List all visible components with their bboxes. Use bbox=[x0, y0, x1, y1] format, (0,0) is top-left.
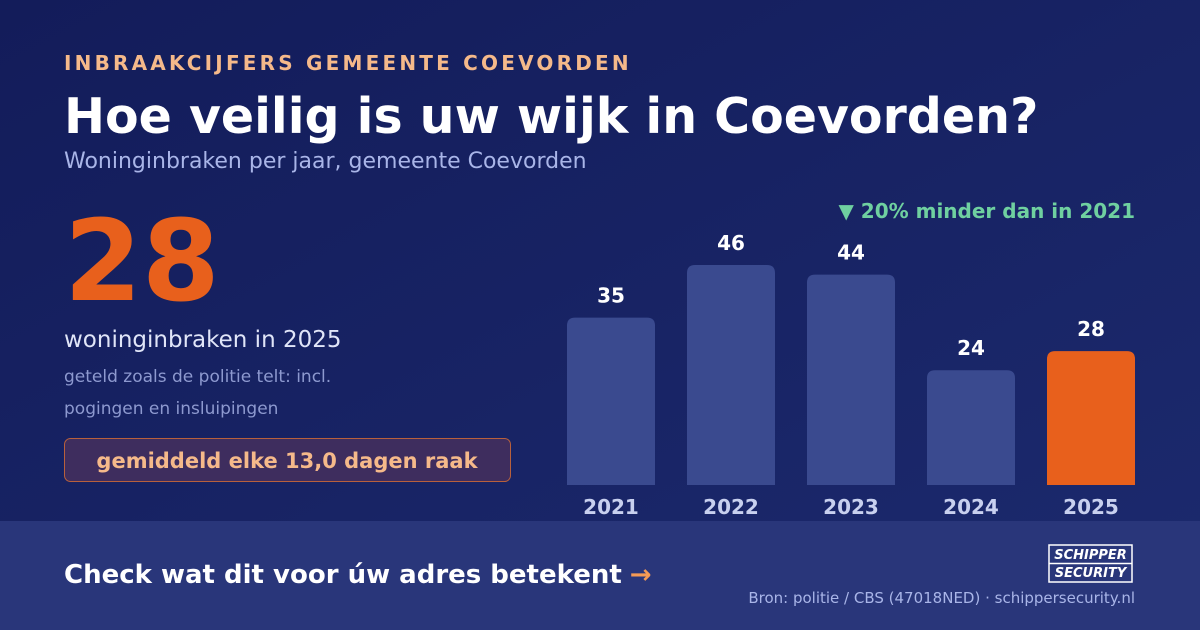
title: Hoe veilig is uw wijk in Coevorden? bbox=[64, 88, 1038, 145]
x-tick-label: 2023 bbox=[823, 495, 879, 519]
cta-arrow[interactable]: → bbox=[630, 560, 652, 590]
bar-chart: 35 2021 46 2022 44 2023 24 2024 28 2025 bbox=[567, 231, 1135, 519]
stat-label: woninginbraken in 2025 bbox=[64, 327, 342, 353]
stat-note: pogingen en insluipingen bbox=[64, 399, 278, 419]
stat-note: geteld zoals de politie telt: incl. bbox=[64, 367, 331, 387]
bar bbox=[567, 317, 655, 485]
x-tick-label: 2021 bbox=[583, 495, 639, 519]
x-tick-label: 2024 bbox=[943, 495, 999, 519]
annotation: ▼ 20% minder dan in 2021 bbox=[838, 199, 1135, 223]
stat-value: 28 bbox=[64, 197, 220, 327]
bar bbox=[807, 274, 895, 485]
badge: gemiddeld elke 13,0 dagen raak bbox=[96, 449, 478, 473]
subtitle: Woninginbraken per jaar, gemeente Coevor… bbox=[64, 149, 587, 174]
logo-text: SCHIPPER bbox=[1054, 548, 1127, 563]
badge-box bbox=[64, 438, 511, 482]
source: Bron: politie / CBS (47018NED) · schippe… bbox=[748, 589, 1135, 607]
bar bbox=[927, 370, 1015, 485]
footer-band bbox=[0, 521, 1200, 630]
cta-text[interactable]: Check wat dit voor úw adres betekent bbox=[64, 560, 622, 590]
eyebrow: INBRAAKCIJFERS GEMEENTE COEVORDEN bbox=[64, 51, 632, 75]
value-label: 46 bbox=[717, 231, 745, 255]
value-label: 28 bbox=[1077, 317, 1105, 341]
value-label: 44 bbox=[837, 241, 865, 265]
value-label: 24 bbox=[957, 336, 985, 360]
value-label: 35 bbox=[597, 284, 625, 308]
bar bbox=[687, 265, 775, 485]
cta[interactable]: Check wat dit voor úw adres betekent → bbox=[64, 560, 652, 590]
x-tick-label: 2025 bbox=[1063, 495, 1119, 519]
bar bbox=[1047, 351, 1135, 485]
x-tick-label: 2022 bbox=[703, 495, 759, 519]
logo-text: SECURITY bbox=[1055, 566, 1128, 581]
